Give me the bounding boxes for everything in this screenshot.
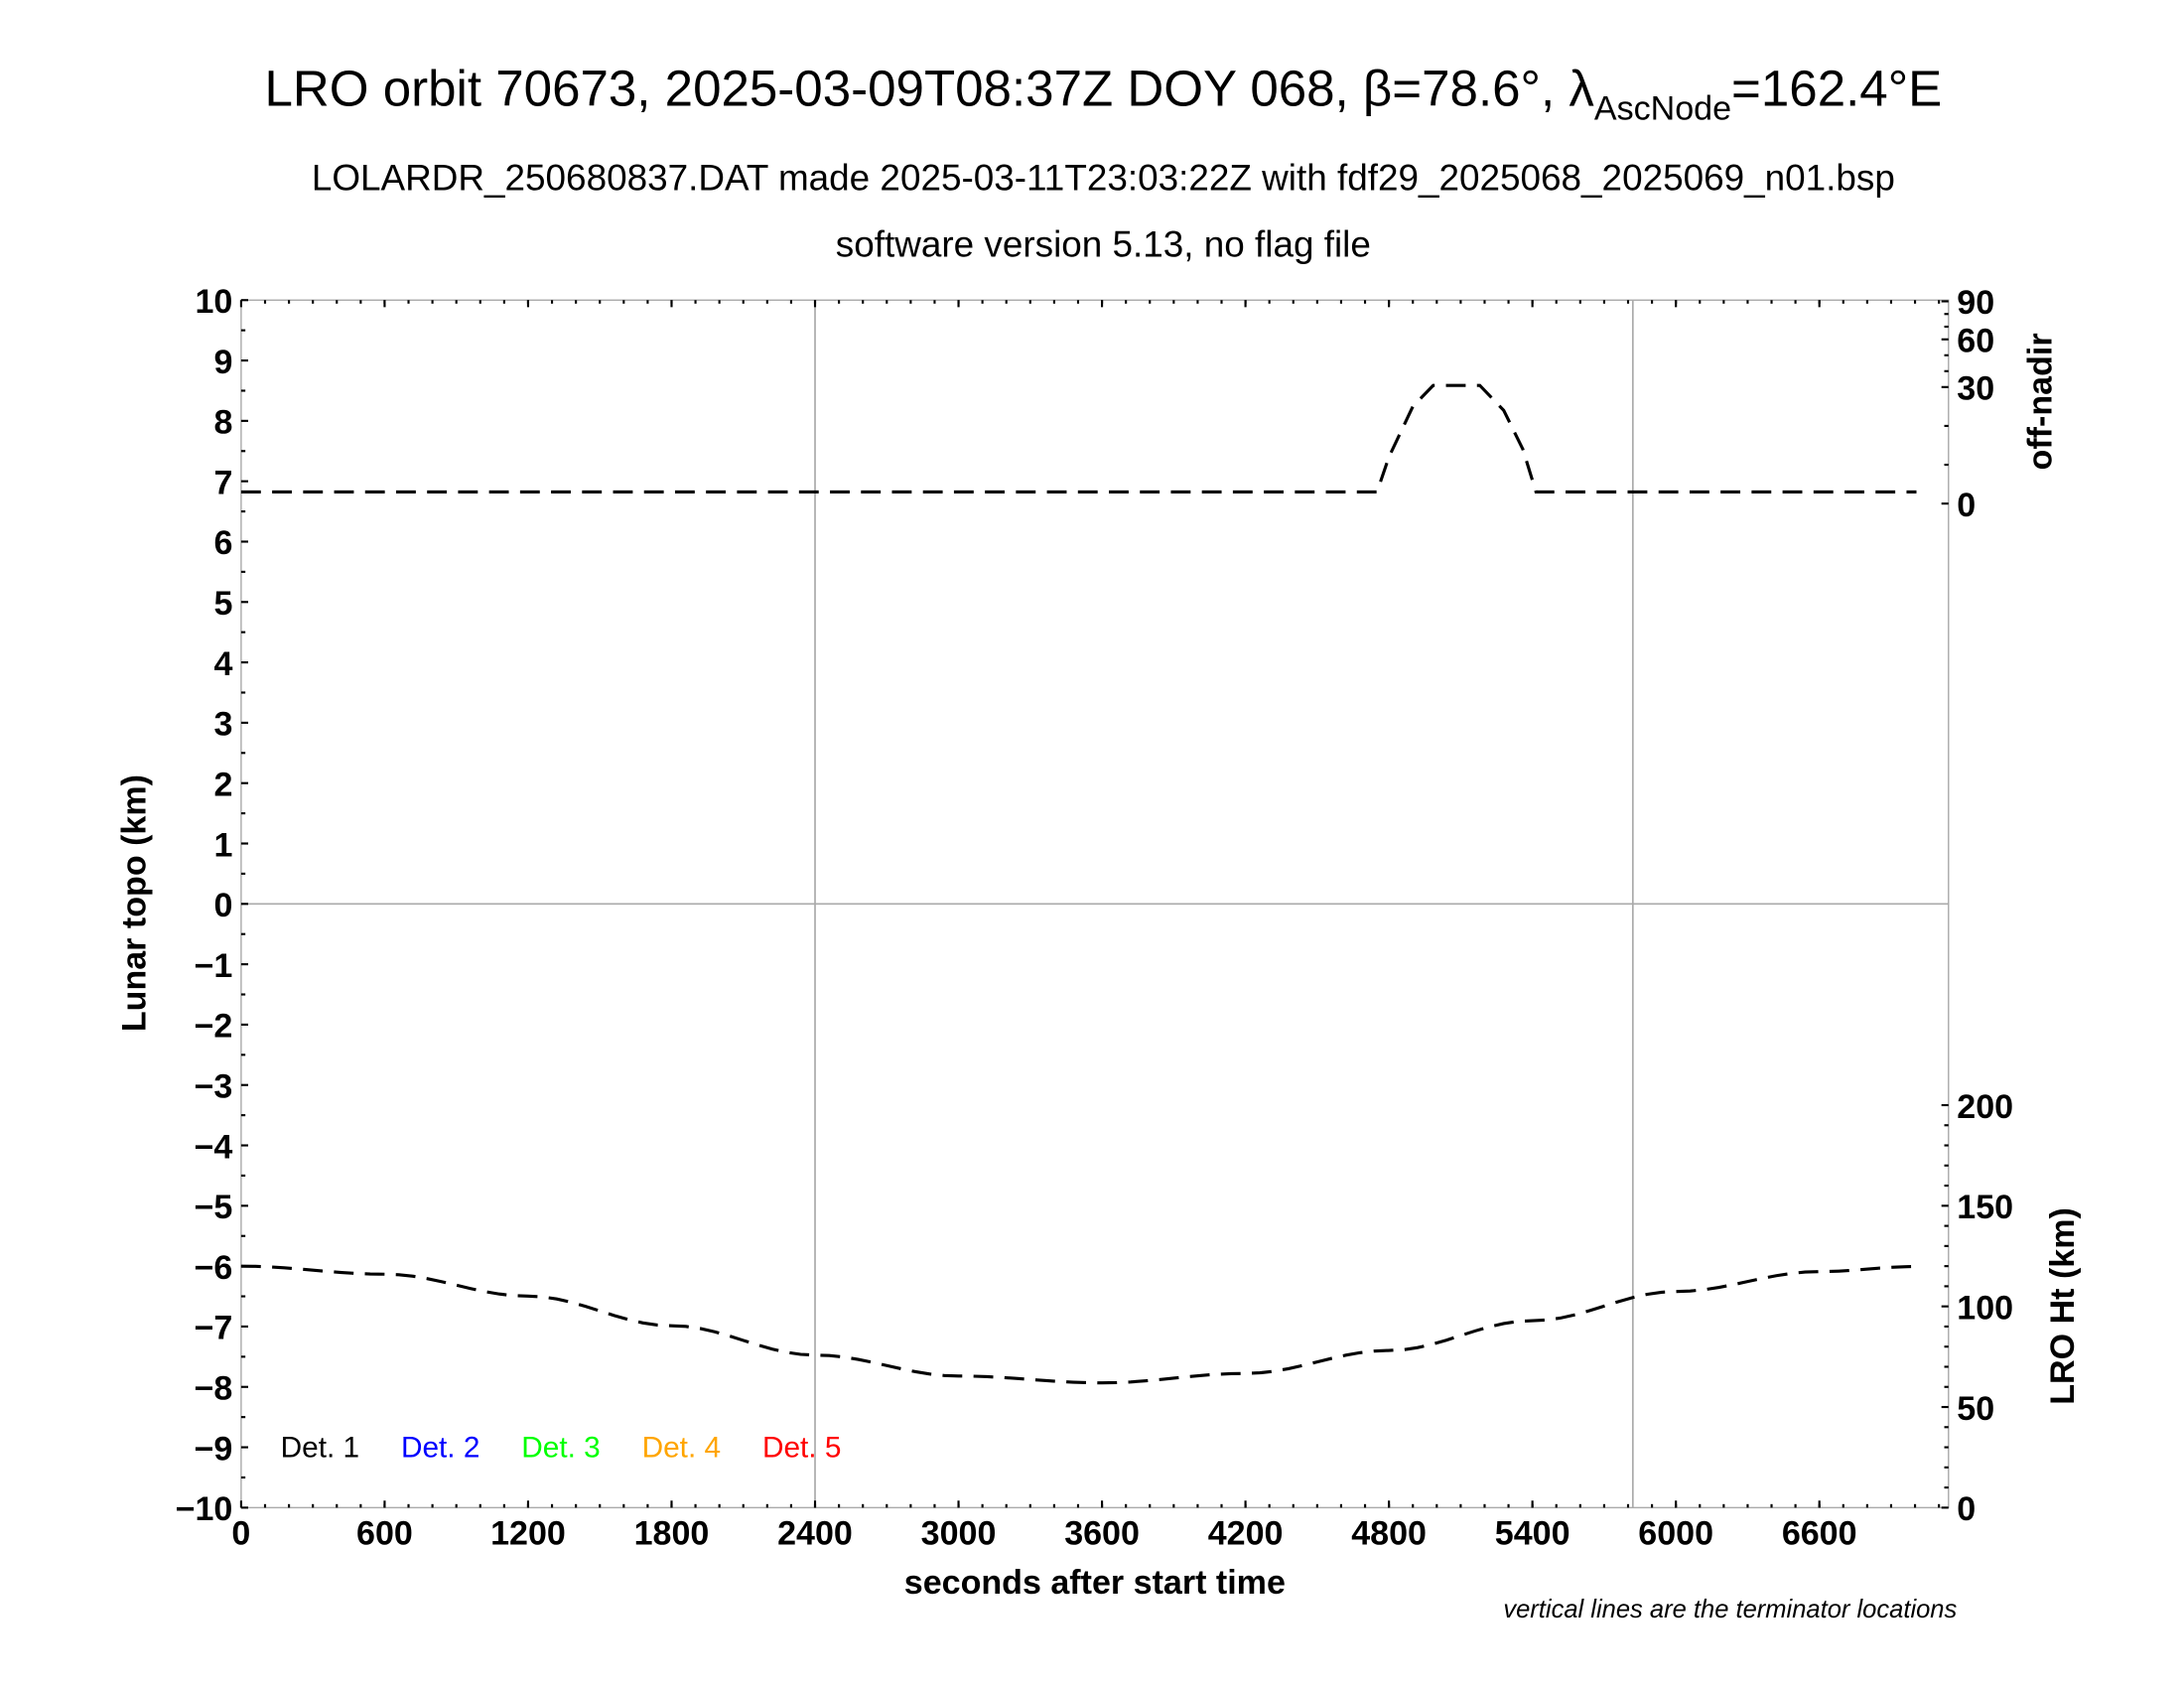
y-tick-label: 4: [213, 645, 232, 683]
y-tick-label: −1: [195, 947, 233, 985]
y-tick-label: −7: [195, 1310, 233, 1347]
legend-item: Det. 5: [762, 1431, 841, 1464]
x-tick-label: 6600: [1782, 1514, 1857, 1552]
off-nadir-tick-label: 90: [1957, 284, 1994, 322]
y-tick-label: −2: [195, 1008, 233, 1046]
x-tick-label: 4200: [1208, 1514, 1284, 1552]
y-tick-label: −3: [195, 1067, 233, 1105]
y-tick-label: 5: [213, 585, 232, 623]
ht-tick-label: 100: [1957, 1289, 2013, 1327]
y-axis-label: Lunar topo (km): [115, 774, 153, 1032]
y-tick-label: 2: [213, 766, 232, 803]
ht-tick-label: 50: [1957, 1390, 1994, 1428]
y-tick-label: −5: [195, 1189, 233, 1226]
y-tick-label: −9: [195, 1430, 233, 1468]
right-top-axis-label: off-nadir: [2021, 333, 2059, 470]
y-tick-label: 6: [213, 524, 232, 562]
off-nadir-tick-label: 60: [1957, 323, 1994, 360]
x-tick-label: 600: [356, 1514, 413, 1552]
y-tick-label: −8: [195, 1370, 233, 1408]
y-tick-label: 9: [213, 344, 232, 381]
lro-height-line: [240, 1264, 1917, 1385]
y-tick-label: −10: [176, 1490, 233, 1528]
x-tick-label: 4800: [1351, 1514, 1427, 1552]
right-bottom-axis-label: LRO Ht (km): [2044, 1207, 2082, 1405]
x-tick-label: 3600: [1064, 1514, 1140, 1552]
x-tick-label: 2400: [777, 1514, 853, 1552]
grid: [240, 300, 1949, 1508]
y-tick-label: 0: [213, 887, 232, 924]
footer-note: vertical lines are the terminator locati…: [1503, 1596, 1957, 1623]
chart-subtitle-1: LOLARDR_250680837.DAT made 2025-03-11T23…: [312, 158, 1895, 199]
ticks: 0 600 1200 1800 2400 3000 3600 4200 4800 5400 6000…: [176, 283, 2013, 1552]
series: [240, 383, 1917, 1385]
x-tick-label: 5400: [1495, 1514, 1570, 1552]
x-tick-label: 1200: [490, 1514, 566, 1552]
ht-tick-label: 150: [1957, 1189, 2013, 1226]
y-tick-label: 10: [196, 283, 233, 321]
legend: Det. 1 Det. 2 Det. 3 Det. 4 Det. 5: [281, 1431, 842, 1464]
ht-tick-label: 0: [1957, 1490, 1976, 1528]
x-axis-label: seconds after start time: [904, 1564, 1286, 1602]
legend-item: Det. 2: [401, 1431, 479, 1464]
x-tick-label: 6000: [1638, 1514, 1713, 1552]
y-tick-label: 7: [213, 464, 232, 501]
legend-item: Det. 4: [642, 1431, 721, 1464]
chart-title: LRO orbit 70673, 2025-03-09T08:37Z DOY 0…: [264, 60, 1942, 127]
legend-item: Det. 3: [521, 1431, 600, 1464]
legend-item: Det. 1: [281, 1431, 359, 1464]
y-tick-label: 1: [213, 826, 232, 864]
y-tick-label: 3: [213, 706, 232, 744]
off-nadir-tick-label: 30: [1957, 370, 1994, 408]
x-tick-label: 3000: [921, 1514, 997, 1552]
off-nadir-tick-label: 0: [1957, 487, 1976, 524]
x-tick-label: 1800: [634, 1514, 710, 1552]
y-tick-label: −4: [195, 1128, 233, 1166]
ht-tick-label: 200: [1957, 1088, 2013, 1126]
x-tick-label: 0: [231, 1514, 250, 1552]
y-tick-label: −6: [195, 1249, 233, 1287]
off-nadir-line: [240, 383, 1917, 493]
chart-subtitle-2: software version 5.13, no flag file: [836, 223, 1371, 264]
y-tick-label: 8: [213, 404, 232, 442]
